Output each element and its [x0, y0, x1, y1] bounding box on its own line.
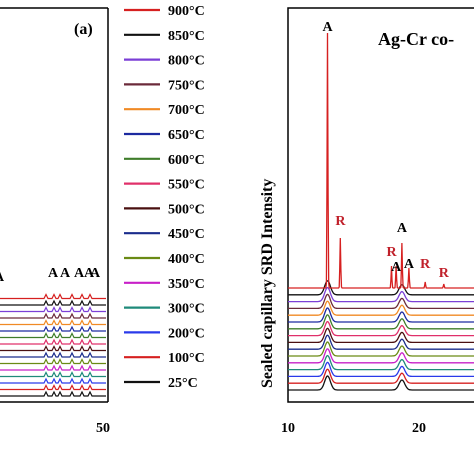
panel-a-trace	[0, 325, 106, 332]
panel-b-x-tick-20: 20	[412, 421, 426, 436]
panel-b-trace	[288, 375, 474, 391]
panel-a-trace	[0, 345, 106, 352]
panel-b-trace	[288, 368, 474, 384]
legend-label: 200°C	[168, 326, 205, 341]
panel-b-trace	[288, 320, 474, 337]
panel-b-traces	[288, 32, 474, 391]
legend-label: 100°C	[168, 351, 205, 366]
panel-b-trace	[288, 327, 474, 344]
panel-a-trace	[0, 351, 106, 358]
panel-b-frame	[287, 7, 474, 403]
panel-b-peak-label-R: R	[420, 257, 431, 272]
panel-b-trace	[288, 361, 474, 378]
panel-b-peak-label-R: R	[386, 245, 397, 260]
panel-a-peak-label: A	[48, 266, 59, 281]
panel-a: (a) 50 AAAAAA	[0, 7, 110, 436]
panel-a-trace	[0, 312, 106, 319]
panel-b-trace	[288, 32, 474, 289]
legend-label: 450°C	[168, 227, 205, 242]
panel-b-trace	[288, 307, 474, 323]
panel-a-trace	[0, 338, 106, 345]
panel-a-peak-labels: AAAAAA	[0, 266, 101, 285]
panel-b-peak-label-A: A	[323, 20, 334, 35]
panel-a-trace	[0, 306, 106, 313]
panel-a-trace	[0, 299, 106, 306]
panel-b-peak-label-A: A	[404, 257, 415, 272]
panel-a-trace	[0, 319, 106, 326]
panel-a-trace	[0, 332, 106, 339]
panel-a-peak-label: A	[74, 266, 85, 281]
panel-b-peak-label-A: A	[391, 260, 402, 275]
panel-a-trace	[0, 371, 106, 378]
panel-a-peak-label: A	[60, 266, 71, 281]
legend-label: 500°C	[168, 202, 205, 217]
panel-b-title: Ag-Cr co-	[378, 29, 454, 49]
panel-a-peak-label: A	[90, 266, 101, 281]
panel-b-trace	[288, 280, 474, 296]
legend-label: 750°C	[168, 78, 205, 93]
panel-b-trace	[288, 300, 474, 316]
panel-b-trace	[288, 348, 474, 364]
panel-a-peak-label: A	[0, 270, 5, 285]
legend-label: 600°C	[168, 153, 205, 168]
panel-a-trace	[0, 390, 106, 397]
panel-a-peak-label: A	[84, 266, 95, 281]
panel-b-x-tick-10: 10	[281, 421, 295, 436]
legend-label: 700°C	[168, 103, 205, 118]
legend-label: 800°C	[168, 54, 205, 69]
panel-a-trace	[0, 364, 106, 371]
panel-b-trace	[288, 354, 474, 371]
legend-label: 850°C	[168, 29, 205, 44]
panel-a-label: (a)	[74, 21, 93, 38]
panel-b-trace	[288, 314, 474, 330]
panel-b: Ag-Cr co- Sealed capillary SRD Intensity…	[259, 7, 474, 436]
panel-a-trace	[0, 358, 106, 365]
panel-a-trace	[0, 377, 106, 384]
legend-label: 300°C	[168, 302, 205, 317]
legend-label: 350°C	[168, 277, 205, 292]
panel-b-y-axis-label: Sealed capillary SRD Intensity	[259, 179, 276, 388]
panel-b-trace	[288, 334, 474, 350]
panel-a-traces	[0, 293, 106, 397]
panel-a-x-tick-50: 50	[96, 421, 110, 436]
panel-b-peak-label-A: A	[397, 221, 408, 236]
panel-b-trace	[288, 293, 474, 310]
panel-b-trace	[288, 341, 474, 357]
legend-label: 650°C	[168, 128, 205, 143]
legend-label: 550°C	[168, 178, 205, 193]
legend-label: 25°C	[168, 376, 198, 391]
panel-b-peak-label-R: R	[439, 266, 450, 281]
legend-label: 900°C	[168, 4, 205, 19]
panel-b-peak-label-R: R	[335, 214, 346, 229]
panel-a-trace	[0, 384, 106, 391]
legend: 900°C 850°C 800°C 750°C 700°C 650°C 600°C 550°C…	[124, 4, 205, 391]
panel-a-trace	[0, 293, 106, 300]
panel-b-trace	[288, 286, 474, 303]
legend-label: 400°C	[168, 252, 205, 267]
